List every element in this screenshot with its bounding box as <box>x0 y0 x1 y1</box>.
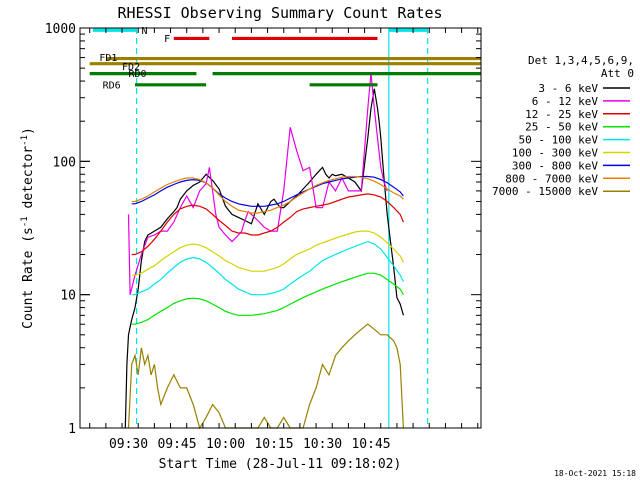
series-800-7000-kev <box>131 175 404 214</box>
legend-label-12-25-kev: 12 - 25 keV <box>525 108 598 121</box>
y-axis-label-sup: -1 <box>20 216 30 227</box>
series-25-50-kev <box>131 272 404 325</box>
legend-label-50-100-kev: 50 - 100 keV <box>519 134 599 147</box>
chart-title: RHESSI Observing Summary Count Rates <box>117 4 442 22</box>
series-7000-15000-kev <box>127 323 404 430</box>
flag-label-fd2: FD2 <box>122 62 140 73</box>
y-axis-label-sup2: -1 <box>20 135 30 146</box>
x-tick-label-10-45: 10:45 <box>351 437 390 452</box>
series-6-12-kev <box>127 72 388 295</box>
series-lines <box>124 72 404 430</box>
x-tick-label-10-15: 10:15 <box>254 437 293 452</box>
x-tick-label-10-30: 10:30 <box>303 437 342 452</box>
flag-label-rd6: RD6 <box>103 80 121 91</box>
y-tick-label-100: 100 <box>53 155 76 170</box>
y-axis-label-end: ) <box>21 127 36 135</box>
x-tick-label-09-30: 09:30 <box>109 437 148 452</box>
legend-label-25-50-kev: 25 - 50 keV <box>525 121 598 134</box>
flag-label-rd0: RD0 <box>129 69 147 80</box>
y-tick-label-1000: 1000 <box>45 22 76 37</box>
series-3-6-kev <box>124 88 404 429</box>
x-tick-label-10-00: 10:00 <box>206 437 245 452</box>
legend-label-300-800-kev: 300 - 800 keV <box>512 159 598 172</box>
x-tick-label-09-45: 09:45 <box>157 437 196 452</box>
vertical-markers <box>135 28 429 428</box>
y-tick-label-10: 10 <box>60 289 76 304</box>
legend-label-3-6-kev: 3 - 6 keV <box>538 82 598 95</box>
legend-label-6-12-kev: 6 - 12 keV <box>532 95 599 108</box>
legend-label-100-300-kev: 100 - 300 keV <box>512 147 598 160</box>
series-100-300-kev <box>131 230 404 276</box>
y-tick-label-1: 1 <box>68 422 76 437</box>
attenuator-info: Att 0 <box>601 67 634 80</box>
x-axis-ticks: 09:30 09:45 10:00 10:15 10:30 10:45 <box>89 28 479 452</box>
x-axis-label: Start Time (28-Jul-11 09:18:02) <box>159 457 402 472</box>
y-axis-label: Count Rate (s-1 detector-1) <box>20 127 36 329</box>
y-axis-label-main: Count Rate (s <box>21 227 36 329</box>
y-axis-ticks: 1 10 100 1000 <box>45 22 481 437</box>
series-12-25-kev <box>131 193 404 256</box>
flag-label-n: N <box>141 26 147 37</box>
legend-label-7000-15000-kev: 7000 - 15000 keV <box>492 185 598 198</box>
detector-info: Det 1,3,4,5,6,9, <box>528 54 634 67</box>
y-axis-label-tail: detector <box>21 146 36 217</box>
series-50-100-kev <box>131 240 404 296</box>
render-timestamp: 18-Oct-2021 15:18 <box>554 469 636 478</box>
plot-frame <box>79 27 482 429</box>
legend-label-800-7000-kev: 800 - 7000 keV <box>505 172 598 185</box>
flag-label-f: F <box>164 34 170 45</box>
flag-label-fd1: FD1 <box>99 53 117 64</box>
